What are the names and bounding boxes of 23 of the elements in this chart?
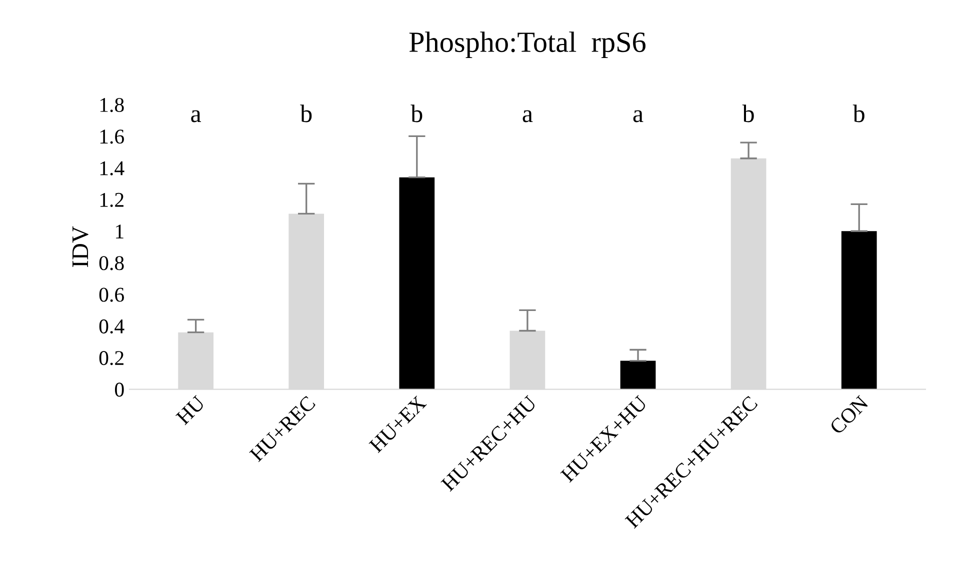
x-tick-label: HU — [176, 395, 206, 426]
annotation: b — [852, 104, 864, 122]
y-tick-label: 0.6 — [99, 288, 124, 302]
bar — [399, 177, 435, 390]
y-tick-label: 1.2 — [100, 192, 124, 207]
annotation: b — [410, 104, 422, 122]
y-tick-label: 1.6 — [100, 130, 124, 144]
y-tick-label: 1 — [116, 224, 124, 238]
bar — [620, 360, 656, 390]
annotation: b — [300, 104, 312, 122]
chart-title: Phospho:Total rpS6 — [409, 32, 646, 58]
y-tick-label: 0.8 — [99, 256, 124, 270]
annotation: a — [191, 110, 201, 122]
bar — [841, 231, 877, 390]
y-tick-label: 0 — [114, 382, 124, 397]
annotation: a — [633, 110, 644, 122]
y-tick-label: 1.4 — [100, 161, 124, 176]
y-tick-label: 0.2 — [99, 351, 124, 366]
annotation: b — [742, 104, 754, 122]
annotation: a — [522, 110, 533, 122]
y-tick-label: 0.4 — [99, 319, 124, 334]
y-tick-label: 1.8 — [100, 98, 124, 112]
y-axis-title: IDV — [72, 226, 88, 268]
